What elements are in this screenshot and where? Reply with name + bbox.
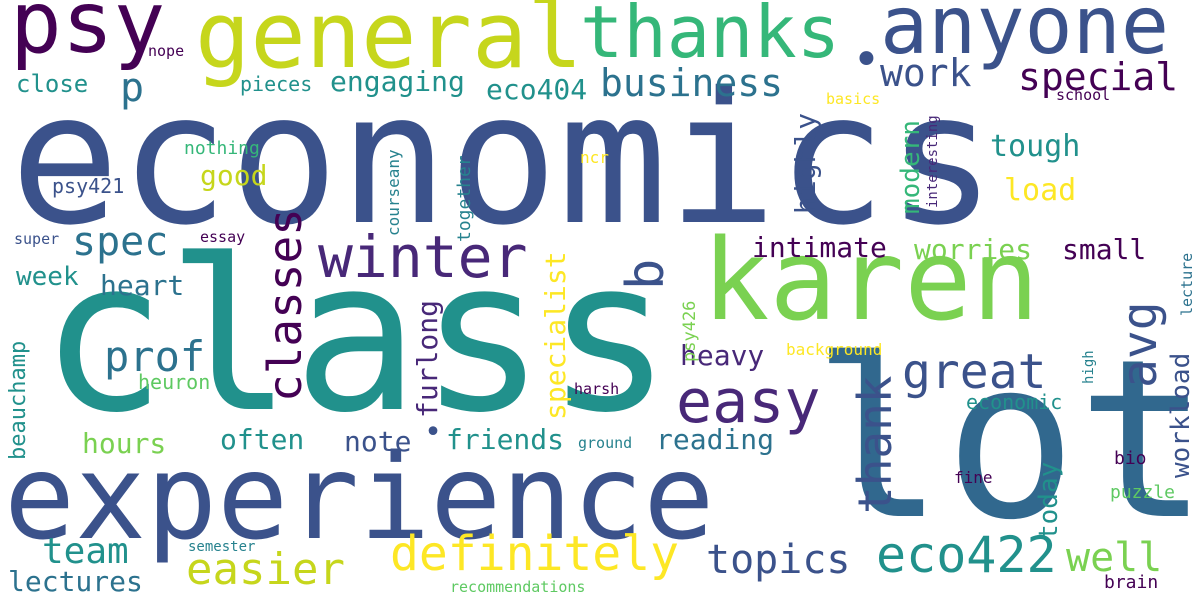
- word-harsh: harsh: [574, 380, 620, 398]
- word-psy421: psy421: [52, 174, 125, 198]
- word-work: work: [880, 51, 972, 95]
- word-highly: highly: [789, 112, 822, 214]
- word-easier: easier: [186, 544, 345, 595]
- word-economics: economics: [10, 53, 997, 265]
- word-together: together: [454, 155, 475, 242]
- word-heart: heart: [100, 269, 185, 302]
- word-fine: fine: [954, 468, 993, 487]
- word-prof: prof: [104, 332, 206, 381]
- word-well: well: [1066, 535, 1163, 581]
- word-furlong: furlong: [411, 299, 444, 418]
- word-avg: avg: [1112, 301, 1168, 388]
- word-reading: reading: [656, 423, 775, 456]
- word-courseany: courseany: [384, 149, 403, 236]
- word-heavy: heavy: [680, 339, 765, 372]
- word-psy426: psy426: [680, 300, 700, 362]
- word-bio: bio: [1114, 448, 1147, 469]
- word-school: school: [1056, 86, 1111, 104]
- word-lot: lot: [812, 312, 1200, 568]
- word-good: good: [200, 159, 268, 192]
- word-close: close: [16, 70, 89, 98]
- word-intimate: intimate: [752, 231, 887, 264]
- word-ncr: ncr: [580, 148, 609, 167]
- word-note: note: [344, 425, 412, 458]
- word-high: high: [1081, 350, 1097, 384]
- word-team: team: [42, 531, 129, 572]
- word-small: small: [1062, 233, 1147, 266]
- word-bullet-2: •: [424, 415, 443, 450]
- word-week: week: [16, 262, 79, 292]
- word-tough: tough: [990, 129, 1081, 164]
- word-business: business: [600, 61, 784, 105]
- word-brain: brain: [1104, 572, 1159, 593]
- word-load: load: [1004, 173, 1077, 208]
- word-eco422: eco422: [876, 526, 1057, 584]
- word-b: b: [616, 258, 676, 290]
- word-spec: spec: [72, 219, 169, 265]
- word-workload: workload: [1166, 352, 1196, 478]
- word-hours: hours: [82, 427, 167, 460]
- word-often: often: [220, 423, 305, 456]
- word-specialist: specialist: [539, 251, 572, 420]
- word-topics: topics: [706, 537, 851, 583]
- word-friends: friends: [446, 423, 565, 456]
- word-modern: modern: [896, 120, 926, 214]
- word-definitely: definitely: [390, 526, 679, 582]
- word-pieces: pieces: [240, 72, 313, 96]
- word-experience: experience: [4, 428, 715, 566]
- word-psy: psy: [10, 0, 166, 73]
- word-classes: classes: [258, 208, 312, 402]
- word-interesting: interesting: [925, 115, 941, 208]
- word-eco404: eco404: [486, 73, 588, 106]
- word-worries: worries: [914, 233, 1033, 266]
- word-engaging: engaging: [330, 65, 465, 98]
- word-anyone: anyone: [880, 0, 1169, 72]
- word-semester: semester: [188, 539, 256, 555]
- word-today: today: [1034, 461, 1064, 540]
- word-nothing: nothing: [184, 138, 260, 159]
- word-great: great: [902, 344, 1047, 400]
- word-nope: nope: [148, 42, 185, 60]
- word-heuron: heuron: [138, 370, 211, 394]
- word-lecture: lecture: [1178, 252, 1196, 316]
- word-background: background: [786, 340, 883, 359]
- word-beauchamp: beauchamp: [6, 340, 31, 460]
- word-super: super: [14, 230, 60, 248]
- word-economic: economic: [966, 390, 1063, 414]
- word-class: class: [40, 214, 673, 459]
- word-winter: winter: [318, 223, 528, 291]
- word-thank: thank: [848, 375, 902, 514]
- word-essay: essay: [200, 228, 246, 246]
- word-easy: easy: [676, 367, 821, 437]
- word-karen: karen: [702, 216, 1040, 346]
- word-ground: ground: [578, 434, 633, 452]
- word-lectures: lectures: [8, 565, 143, 598]
- word-general: general: [195, 0, 583, 89]
- word-p: p: [120, 65, 145, 111]
- word-recommendations: recommendations: [450, 578, 586, 596]
- word-bullet-1: •: [852, 32, 881, 88]
- word-thanks: thanks: [580, 0, 841, 74]
- word-basics: basics: [826, 90, 881, 108]
- word-special: special: [1018, 55, 1179, 99]
- word-puzzle: puzzle: [1110, 482, 1176, 503]
